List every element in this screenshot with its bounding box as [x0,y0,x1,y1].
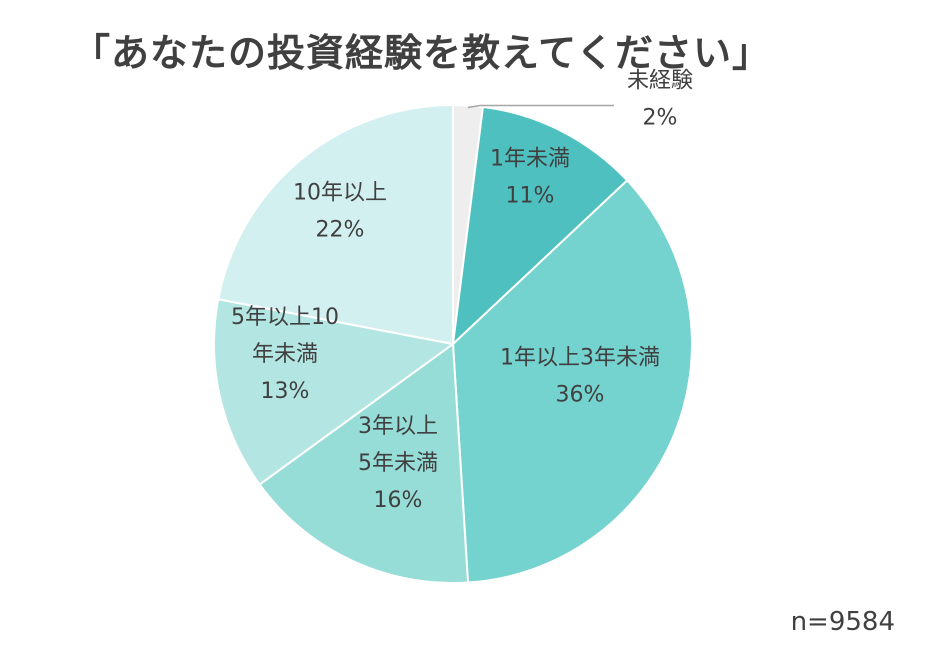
slice-label: 13% [261,379,310,404]
slice-label: 11% [506,184,555,209]
slice-label: 年未満 [252,342,318,367]
slice-label: 5年以上10 [231,305,339,330]
sample-size-note: n=9584 [790,607,895,637]
slice-label: 10年以上 [293,181,387,206]
slice-label: 1年未満 [490,147,570,172]
slice-label: 5年未満 [358,451,438,476]
leader-line [467,104,614,109]
slice-1-to-3-years [451,178,693,584]
slice-label: 22% [316,218,365,243]
labels-layer: 未経験 2% 1年未満 11% 1年以上3年未満 36% 3年以上 5年未満 16% 5年以上10… [231,69,693,514]
slice-under-1-year [451,105,629,347]
slice-label: 未経験 [627,69,693,94]
slices-layer [213,103,693,584]
slice-label: 36% [556,383,605,408]
slice-3-to-5-years [258,342,470,584]
slice-label: 2% [643,106,678,131]
slice-10-plus-years [217,103,454,346]
slice-5-to-10-years [213,298,456,486]
slice-label: 16% [374,488,423,513]
slice-label: 3年以上 [358,414,438,439]
chart-title: 「あなたの投資経験を教えてください」 [72,31,771,75]
slice-label: 1年以上3年未満 [500,346,660,371]
